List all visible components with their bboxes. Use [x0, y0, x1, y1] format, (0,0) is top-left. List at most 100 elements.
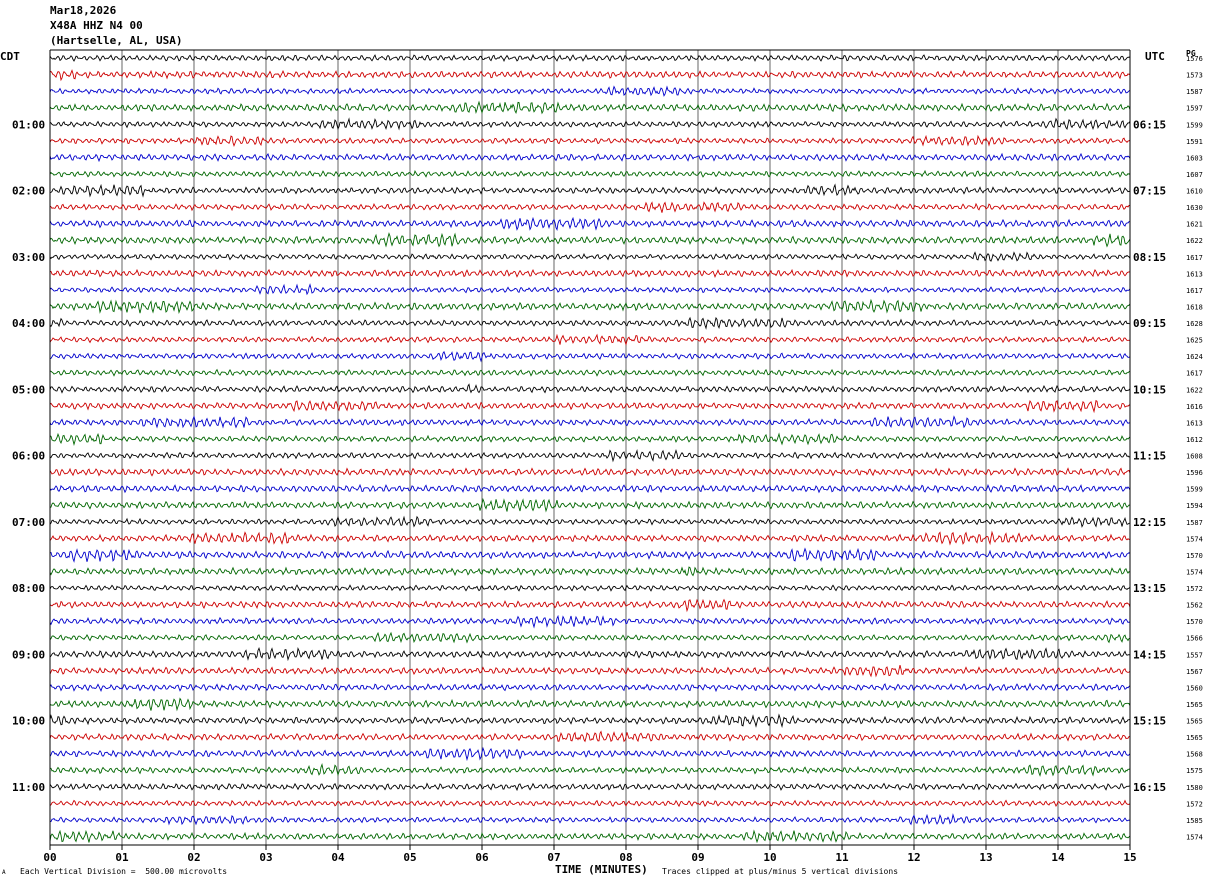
trace-value-8: 1607	[1186, 171, 1203, 179]
scale-note: Each Vertical Division = 500.00 microvol…	[20, 867, 228, 876]
utc-label: UTC	[1145, 50, 1165, 63]
trace-value-29: 1587	[1186, 519, 1203, 527]
cdt-label: CDT	[0, 50, 20, 63]
trace-value-18: 1625	[1186, 337, 1203, 345]
trace-value-26: 1596	[1186, 469, 1203, 477]
trace-value-6: 1591	[1186, 138, 1203, 146]
cdt-hour-label-10: 10:00	[12, 715, 45, 728]
trace-value-1: 1576	[1186, 55, 1203, 63]
trace-value-31: 1570	[1186, 552, 1203, 560]
trace-row-18	[49, 333, 1131, 346]
trace-row-41	[49, 713, 1131, 728]
trace-value-40: 1565	[1186, 701, 1203, 709]
x-axis-title: TIME (MINUTES)	[555, 863, 648, 876]
trace-row-20	[49, 368, 1131, 377]
x-tick-label-07: 07	[547, 851, 560, 864]
trace-value-27: 1599	[1186, 486, 1203, 494]
seismic-traces	[49, 53, 1131, 844]
cdt-hour-label-3: 03:00	[12, 251, 45, 264]
trace-value-7: 1603	[1186, 154, 1203, 162]
trace-row-39	[49, 682, 1131, 693]
trace-row-5	[49, 117, 1131, 131]
x-tick-label-10: 10	[763, 851, 776, 864]
x-tick-label-09: 09	[691, 851, 704, 864]
cdt-hour-label-6: 06:00	[12, 450, 45, 463]
trace-value-labels: 1576 1573 1587 1597 1599 1591 1603 1607 1610 1630…	[1186, 55, 1203, 841]
trace-row-1	[49, 53, 1131, 62]
utc-hour-label-1: 06:15	[1133, 118, 1166, 131]
trace-row-48	[49, 829, 1131, 844]
trace-value-13: 1617	[1186, 254, 1203, 262]
trace-row-19	[49, 350, 1131, 363]
trace-value-19: 1624	[1186, 353, 1203, 361]
trace-row-13	[49, 251, 1131, 262]
trace-row-26	[49, 467, 1131, 477]
cdt-hour-label-9: 09:00	[12, 648, 45, 661]
cdt-hour-labels: 01:00 02:00 03:00 04:00 05:00 06:00 07:00 08:00…	[12, 118, 45, 794]
utc-hour-label-5: 10:15	[1133, 383, 1166, 396]
trace-value-15: 1617	[1186, 287, 1203, 295]
trace-value-38: 1567	[1186, 668, 1203, 676]
trace-row-21	[49, 383, 1131, 394]
trace-value-16: 1618	[1186, 303, 1203, 311]
x-tick-label-03: 03	[259, 851, 272, 864]
x-tick-label-08: 08	[619, 851, 632, 864]
station-location: (Hartselle, AL, USA)	[50, 34, 183, 47]
trace-row-43	[49, 746, 1131, 762]
trace-value-32: 1574	[1186, 568, 1203, 576]
trace-value-28: 1594	[1186, 502, 1203, 510]
trace-value-11: 1621	[1186, 221, 1203, 229]
trace-row-25	[49, 449, 1131, 463]
trace-value-2: 1573	[1186, 72, 1203, 80]
utc-hour-label-11: 16:15	[1133, 781, 1166, 794]
trace-row-23	[49, 415, 1131, 429]
trace-row-8	[49, 169, 1131, 178]
trace-value-21: 1622	[1186, 386, 1203, 394]
trace-row-22	[49, 399, 1131, 414]
trace-value-3: 1587	[1186, 88, 1203, 96]
trace-row-17	[49, 316, 1131, 330]
x-tick-label-11: 11	[835, 851, 849, 864]
cdt-hour-label-2: 02:00	[12, 185, 45, 198]
utc-hour-label-10: 15:15	[1133, 715, 1166, 728]
trace-value-30: 1574	[1186, 535, 1203, 543]
trace-value-46: 1572	[1186, 800, 1203, 808]
trace-value-45: 1580	[1186, 784, 1203, 792]
x-tick-label-15: 15	[1123, 851, 1136, 864]
trace-row-34	[49, 598, 1131, 613]
trace-value-9: 1610	[1186, 188, 1203, 196]
trace-row-35	[49, 614, 1131, 629]
trace-row-3	[49, 85, 1131, 97]
trace-row-9	[49, 183, 1131, 198]
trace-value-48: 1574	[1186, 833, 1203, 841]
trace-value-17: 1628	[1186, 320, 1203, 328]
trace-row-6	[49, 134, 1131, 148]
minute-gridlines	[121, 50, 1059, 845]
trace-row-31	[49, 547, 1131, 563]
trace-row-30	[49, 530, 1131, 546]
trace-row-36	[49, 631, 1131, 644]
trace-value-36: 1566	[1186, 635, 1203, 643]
utc-hour-label-3: 08:15	[1133, 251, 1166, 264]
x-tick-label-01: 01	[115, 851, 129, 864]
trace-row-28	[49, 497, 1131, 513]
trace-value-25: 1608	[1186, 453, 1203, 461]
trace-row-40	[49, 697, 1131, 712]
trace-value-34: 1562	[1186, 602, 1203, 610]
trace-value-12: 1622	[1186, 237, 1203, 245]
trace-value-43: 1568	[1186, 751, 1203, 759]
trace-value-35: 1570	[1186, 618, 1203, 626]
trace-value-5: 1599	[1186, 121, 1203, 129]
x-tick-label-13: 13	[979, 851, 992, 864]
trace-row-12	[49, 232, 1131, 248]
pg-label: PG	[1186, 49, 1196, 58]
trace-value-22: 1616	[1186, 403, 1203, 411]
trace-row-45	[49, 782, 1131, 792]
cdt-hour-label-1: 01:00	[12, 118, 45, 131]
utc-hour-label-6: 11:15	[1133, 450, 1166, 463]
plot-frame	[49, 49, 1131, 846]
trace-value-14: 1613	[1186, 270, 1203, 278]
trace-value-42: 1565	[1186, 734, 1203, 742]
cdt-hour-label-7: 07:00	[12, 516, 45, 529]
